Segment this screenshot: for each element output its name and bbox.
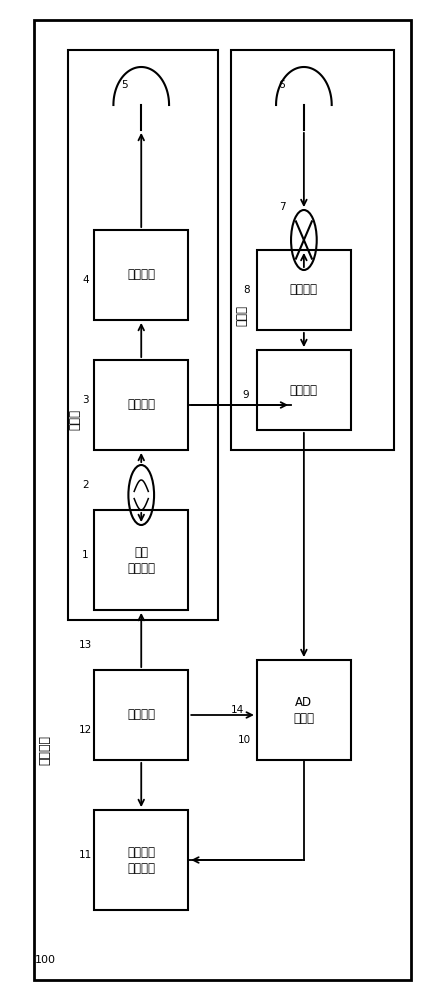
Text: 放大电路: 放大电路	[290, 283, 318, 296]
Text: 13: 13	[79, 640, 92, 650]
Bar	[94, 230, 188, 320]
Text: 14: 14	[231, 705, 244, 715]
Bar	[94, 510, 188, 610]
Text: 100: 100	[34, 955, 56, 965]
Text: 放大电路: 放大电路	[127, 268, 155, 281]
Text: 分配电路: 分配电路	[127, 398, 155, 411]
Bar	[257, 350, 351, 430]
Text: 12: 12	[79, 725, 92, 735]
Bar	[68, 50, 218, 620]
Text: 9: 9	[243, 390, 250, 400]
Text: 7: 7	[279, 202, 286, 212]
Text: 雷达信号
处理装置: 雷达信号 处理装置	[127, 846, 155, 874]
Bar	[257, 250, 351, 330]
Text: 电压
生成电路: 电压 生成电路	[127, 546, 155, 574]
Text: 10: 10	[238, 735, 250, 745]
Text: AD
转换器: AD 转换器	[293, 696, 315, 724]
Bar	[94, 810, 188, 910]
Bar	[94, 360, 188, 450]
Text: 控制装置: 控制装置	[127, 708, 155, 722]
Text: 11: 11	[79, 850, 92, 860]
Text: 2: 2	[82, 480, 89, 490]
Bar	[34, 20, 411, 980]
Bar	[231, 50, 394, 450]
Text: 4: 4	[82, 275, 89, 285]
Text: 雷达系统: 雷达系统	[39, 735, 51, 765]
Text: 接收机: 接收机	[235, 304, 248, 326]
Text: 滤波电路: 滤波电路	[290, 383, 318, 396]
Text: 8: 8	[243, 285, 250, 295]
Text: 5: 5	[121, 80, 128, 90]
Text: 3: 3	[82, 395, 89, 405]
Text: 1: 1	[82, 550, 89, 560]
Text: 发送机: 发送机	[68, 410, 81, 430]
Bar	[94, 670, 188, 760]
Bar	[257, 660, 351, 760]
Text: 6: 6	[278, 80, 285, 90]
